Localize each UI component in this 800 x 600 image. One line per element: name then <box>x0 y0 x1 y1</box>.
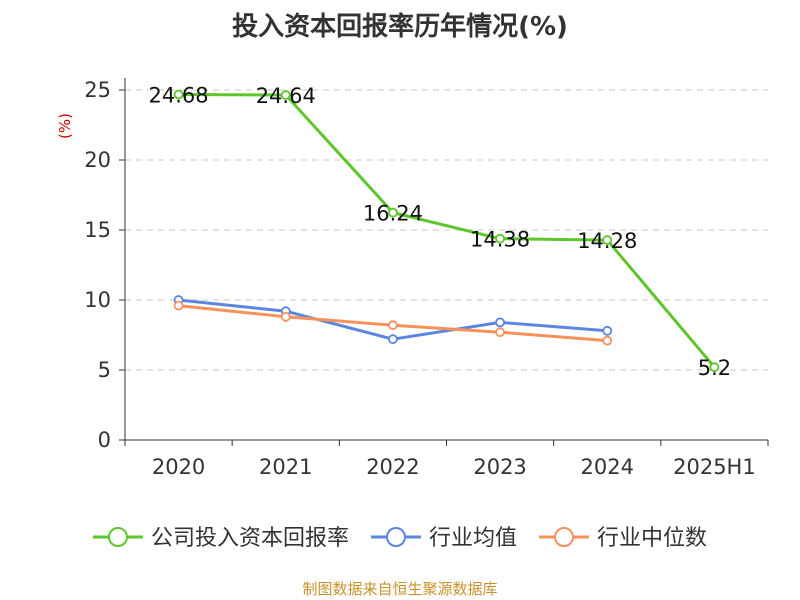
legend-label: 行业中位数 <box>597 526 707 551</box>
legend-label: 公司投入资本回报率 <box>151 526 349 551</box>
axes <box>119 78 769 446</box>
legend-marker-icon <box>554 527 575 547</box>
data-point <box>173 300 184 311</box>
legend: 公司投入资本回报率 行业均值 行业中位数 <box>92 526 707 551</box>
data-label: 24.68 <box>149 83 209 107</box>
series-line <box>178 298 608 341</box>
data-point <box>388 320 398 331</box>
series-0 <box>173 89 720 373</box>
data-label: 14.38 <box>470 228 530 252</box>
data-label: 14.28 <box>577 229 637 253</box>
chart-title: 投入资本回报率历年情况(%) <box>232 11 568 42</box>
y-axis-label: (%) <box>56 113 74 139</box>
y-tick-label: 15 <box>84 218 111 242</box>
y-tick-label: 25 <box>84 78 111 102</box>
series-2 <box>173 300 613 346</box>
legend-item[interactable]: 行业均值 <box>370 526 517 551</box>
data-point <box>602 235 613 245</box>
y-tick-labels: 0 5 10 15 20 25 <box>84 78 111 452</box>
y-tick-label: 10 <box>84 288 111 312</box>
legend-item[interactable]: 行业中位数 <box>539 526 707 551</box>
data-point <box>173 89 184 100</box>
data-point <box>495 317 505 328</box>
data-point <box>280 311 291 322</box>
legend-item[interactable]: 公司投入资本回报率 <box>92 526 349 551</box>
series-layer <box>173 89 720 373</box>
y-tick-label: 0 <box>98 428 111 452</box>
data-point <box>602 325 613 336</box>
legend-marker-icon <box>385 527 406 547</box>
x-tick-label: 2020 <box>152 455 205 479</box>
data-point <box>709 362 720 373</box>
legend-label: 行业均值 <box>429 526 517 551</box>
x-tick-label: 2025H1 <box>673 455 756 479</box>
data-labels: 24.68 24.64 16.24 14.38 14.28 5.2 <box>149 83 732 380</box>
x-tick-label: 2022 <box>366 455 419 479</box>
y-tick-label: 20 <box>84 148 111 172</box>
gridlines <box>125 89 768 371</box>
x-tick-label: 2021 <box>259 455 312 479</box>
source-note: 制图数据来自恒生聚源数据库 <box>302 580 497 598</box>
x-tick-label: 2024 <box>581 455 634 479</box>
x-tick-labels: 2020 2021 2022 2023 2024 2025H1 <box>152 455 756 479</box>
data-point <box>495 233 505 244</box>
data-label: 16.24 <box>363 202 423 226</box>
data-point <box>495 327 505 338</box>
data-point <box>388 207 398 218</box>
data-label: 5.2 <box>698 356 731 380</box>
data-point <box>280 90 291 100</box>
data-point <box>602 335 613 346</box>
x-tick-label: 2023 <box>473 455 526 479</box>
legend-marker-icon <box>107 527 128 547</box>
series-line <box>178 92 716 369</box>
data-label: 24.64 <box>256 84 316 108</box>
data-point <box>388 334 398 345</box>
y-tick-label: 5 <box>98 358 111 382</box>
